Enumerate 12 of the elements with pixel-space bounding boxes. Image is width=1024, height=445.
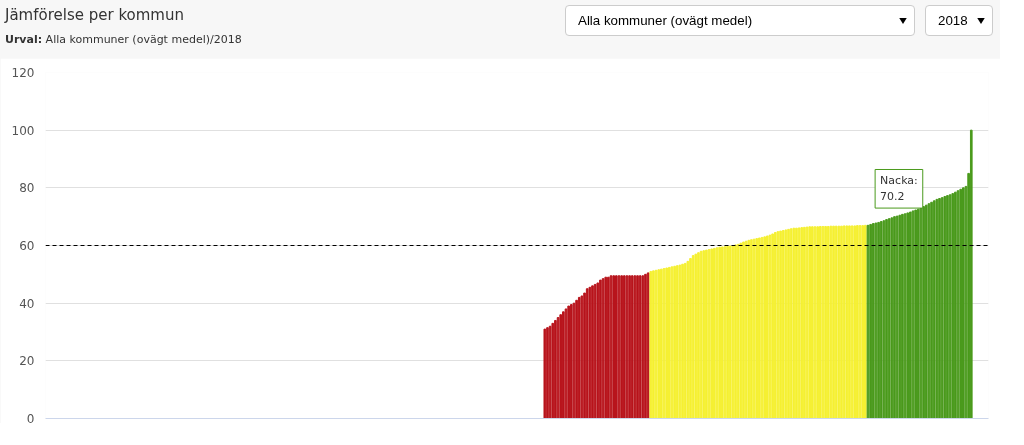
- y-tick-label: 100: [11, 123, 35, 138]
- y-tick-label: 120: [11, 66, 35, 80]
- text: Alla kommuner (ovägt medel): [565, 5, 915, 37]
- text: 2018: [925, 5, 993, 37]
- chart-title: Jämförelse per kommun: [5, 5, 185, 26]
- chart-subtitle: Urval: Alla kommuner (ovägt medel)/2018: [5, 32, 242, 49]
- y-tick-label: 80: [19, 181, 35, 196]
- y-tick-label: 40: [19, 296, 35, 311]
- y-tick-label: 60: [19, 239, 35, 253]
- annotation: Nacka: 70.2: [880, 174, 918, 204]
- y-tick-label: 20: [19, 354, 35, 369]
- y-tick-label: 0: [26, 412, 35, 426]
